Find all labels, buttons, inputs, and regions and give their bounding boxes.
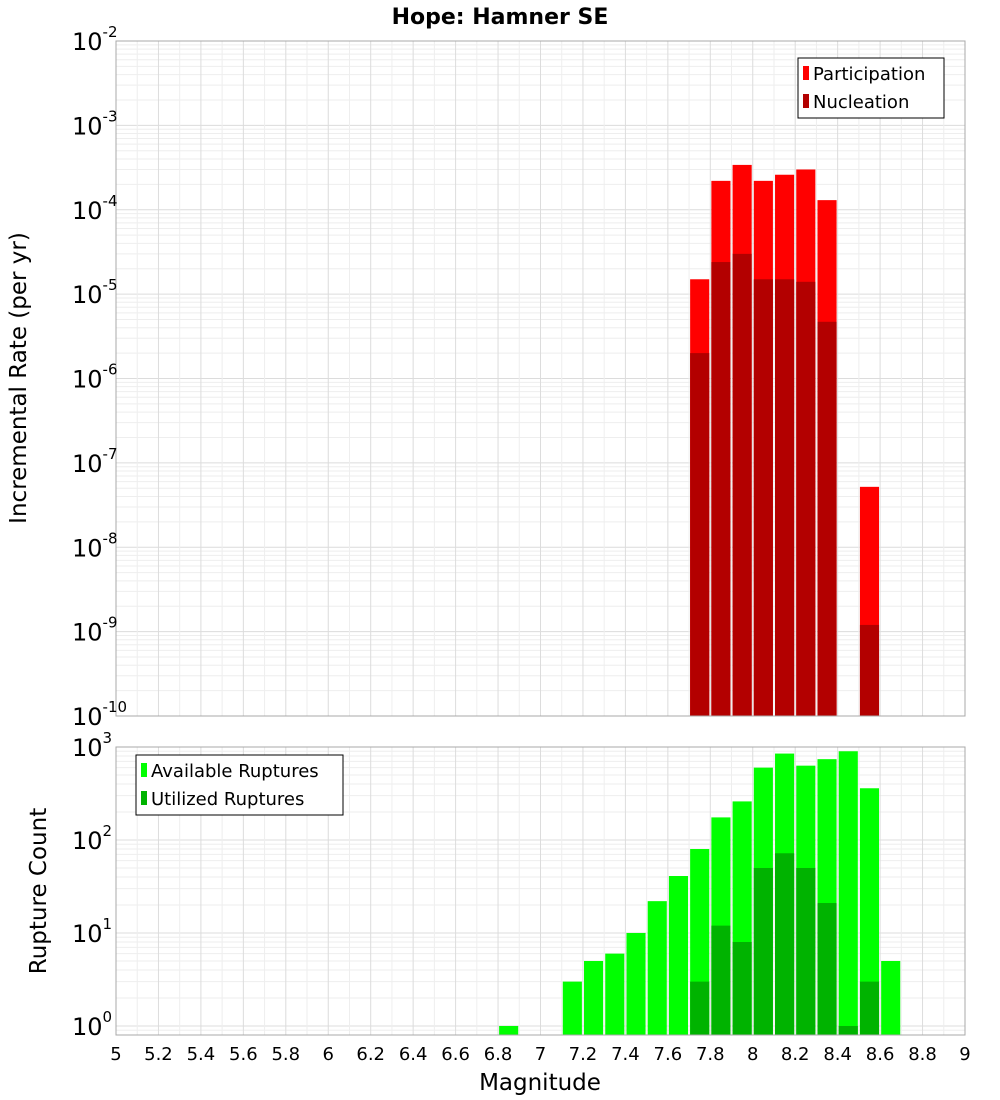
x-tick-label: 5.2 (144, 1044, 173, 1065)
legend-swatch (803, 66, 809, 80)
available-ruptures-bar (668, 876, 689, 1035)
chart-title: Hope: Hamner SE (392, 5, 609, 30)
legend-label: Available Ruptures (151, 761, 319, 782)
available-ruptures-bar (626, 932, 646, 1035)
available-ruptures-bar (881, 960, 901, 1035)
x-tick-label: 5 (110, 1044, 121, 1065)
available-ruptures-bar (647, 901, 667, 1035)
x-tick-label: 8.4 (823, 1044, 852, 1065)
legend-label: Nucleation (813, 92, 909, 113)
x-tick-label: 7.2 (569, 1044, 598, 1065)
utilized-ruptures-bar (732, 942, 752, 1035)
available-ruptures-bar (584, 960, 604, 1035)
y-tick-label: 103 (72, 729, 112, 762)
x-tick-label: 8 (747, 1044, 758, 1065)
nucleation-bar (796, 281, 816, 716)
y-tick-label: 10-8 (72, 529, 118, 562)
nucleation-bar (775, 279, 795, 716)
nucleation-bar (753, 279, 773, 716)
nucleation-bar (690, 353, 710, 716)
legend-box (797, 57, 945, 119)
x-tick-label: 7 (535, 1044, 546, 1065)
y-tick-label: 102 (72, 822, 112, 855)
y-tick-label: 10-5 (72, 276, 118, 309)
plot-frame (115, 40, 966, 717)
nucleation-bar (711, 262, 731, 716)
nucleation-bar (732, 253, 752, 716)
nucleation-bar (817, 321, 837, 716)
y-tick-label: 10-7 (72, 445, 118, 478)
x-tick-label: 7.6 (654, 1044, 683, 1065)
x-tick-label: 8.6 (866, 1044, 895, 1065)
bars (499, 751, 901, 1035)
y-tick-label: 10-6 (72, 361, 118, 394)
legend: Participation Nucleation (797, 57, 945, 119)
x-tick-label: 5.8 (271, 1044, 300, 1065)
available-ruptures-bar (859, 788, 880, 1035)
x-tick-label: 6 (323, 1044, 334, 1065)
available-ruptures-bar (605, 953, 625, 1035)
x-tick-label: 6.2 (356, 1044, 385, 1065)
legend-label: Utilized Ruptures (151, 789, 304, 810)
x-tick-label: 8.8 (908, 1044, 937, 1065)
x-tick-label: 9 (959, 1044, 970, 1065)
y-tick-labels: 10-10 10-9 10-8 10-7 10-6 10-5 10-4 10-3 10-2 (72, 23, 127, 731)
y-axis-label: Rupture Count (26, 808, 52, 974)
utilized-ruptures-bar (711, 925, 731, 1035)
x-tick-label: 5.6 (229, 1044, 258, 1065)
y-tick-label: 10-3 (72, 107, 118, 140)
legend: Available Ruptures Utilized Ruptures (135, 754, 344, 816)
y-tick-label: 101 (72, 915, 112, 948)
y-tick-labels: 100 101 102 103 (72, 729, 112, 1041)
x-tick-label: 6.6 (441, 1044, 470, 1065)
x-tick-label: 6.4 (399, 1044, 428, 1065)
y-tick-label: 10-4 (72, 192, 118, 225)
utilized-ruptures-bar (775, 853, 795, 1035)
x-tick-label: 6.8 (484, 1044, 513, 1065)
y-tick-label: 10-9 (72, 614, 118, 647)
x-tick-label: 5.4 (187, 1044, 216, 1065)
utilized-ruptures-bar (859, 981, 880, 1035)
x-tick-label: 7.4 (611, 1044, 640, 1065)
x-axis-label: Magnitude (479, 1070, 601, 1096)
rate-panel: 10-10 10-9 10-8 10-7 10-6 10-5 10-4 10-3 10-2 Inc… (6, 23, 966, 731)
available-ruptures-bar (562, 981, 582, 1035)
nucleation-bar (859, 624, 880, 716)
x-tick-label: 7.8 (696, 1044, 725, 1065)
utilized-ruptures-bar (753, 867, 773, 1035)
y-tick-label: 10-2 (72, 23, 118, 56)
legend-swatch (141, 763, 147, 777)
utilized-ruptures-bar (838, 1025, 858, 1035)
utilized-ruptures-bar (796, 867, 816, 1035)
legend-box (135, 754, 344, 816)
rupture-count-panel: 100 101 102 103 Rupture Count Available Ruptu… (26, 729, 966, 1041)
legend-swatch (141, 791, 147, 805)
legend-swatch (803, 94, 809, 108)
available-ruptures-bar (499, 1025, 519, 1035)
y-tick-label: 100 (72, 1008, 112, 1041)
x-tick-label: 8.2 (781, 1044, 810, 1065)
x-axis: 5 5.2 5.4 5.6 5.8 6 6.2 6.4 6.6 6.8 7 7.2 7.4 7.6 7.8 8… (110, 1044, 970, 1065)
utilized-ruptures-bar (690, 981, 710, 1035)
y-tick-label: 10-10 (72, 698, 127, 731)
legend-label: Participation (813, 64, 925, 85)
y-axis-label: Incremental Rate (per yr) (6, 232, 32, 524)
available-ruptures-bar (838, 751, 858, 1035)
bars (690, 164, 880, 716)
utilized-ruptures-bar (817, 903, 837, 1035)
plot-frame (115, 746, 966, 1036)
grid (115, 40, 966, 717)
